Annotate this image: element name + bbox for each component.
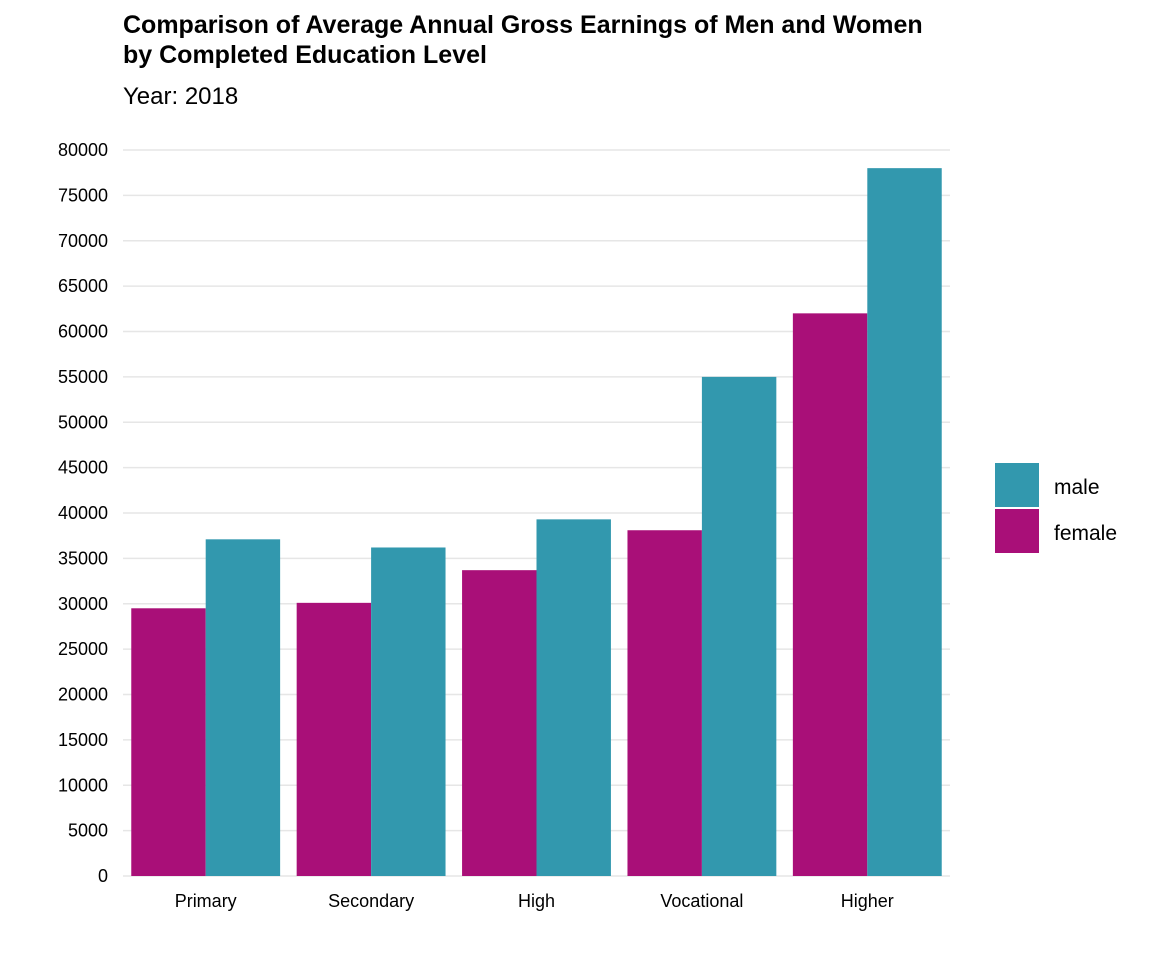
x-tick-label: Primary [175, 891, 237, 911]
bar-male-vocational [701, 376, 777, 876]
bar-male-high [536, 519, 611, 876]
legend-key-male [995, 463, 1039, 507]
bars [131, 168, 942, 877]
y-tick-label: 65000 [58, 276, 108, 296]
legend-label-male: male [1054, 476, 1100, 499]
x-tick-label: High [518, 891, 555, 911]
bar-female-vocational [627, 530, 702, 876]
legend: male female [995, 463, 1117, 553]
y-tick-label: 0 [98, 866, 108, 886]
y-axis-tick-labels: 0 5000 10000 15000 20000 25000 30000 35000 40000… [58, 140, 108, 886]
y-tick-label: 80000 [58, 140, 108, 160]
y-tick-label: 15000 [58, 730, 108, 750]
y-tick-label: 20000 [58, 685, 108, 705]
y-tick-label: 50000 [58, 412, 108, 432]
y-tick-label: 40000 [58, 503, 108, 523]
y-tick-label: 35000 [58, 548, 108, 568]
y-tick-label: 25000 [58, 639, 108, 659]
x-tick-label: Secondary [328, 891, 414, 911]
chart-title: Comparison of Average Annual Gross Earni… [123, 10, 1083, 70]
chart-title-line-2: by Completed Education Level [123, 41, 487, 69]
y-tick-label: 60000 [58, 322, 108, 342]
x-tick-label: Vocational [660, 891, 743, 911]
y-tick-label: 10000 [58, 775, 108, 795]
x-axis-tick-labels: Primary Secondary High Vocational Higher [175, 891, 894, 911]
bar-female-secondary [296, 602, 372, 876]
y-tick-label: 75000 [58, 185, 108, 205]
legend-key-female [995, 509, 1039, 553]
y-tick-label: 5000 [68, 821, 108, 841]
bar-male-primary [205, 539, 281, 876]
y-tick-label: 30000 [58, 594, 108, 614]
chart-subtitle: Year: 2018 [123, 83, 239, 110]
bar-male-higher [867, 168, 942, 876]
y-tick-label: 70000 [58, 231, 108, 251]
x-tick-label: Higher [841, 891, 894, 911]
bar-female-high [462, 570, 537, 876]
y-tick-label: 55000 [58, 367, 108, 387]
chart-title-line-1: Comparison of Average Annual Gross Earni… [123, 11, 923, 39]
y-tick-label: 45000 [58, 458, 108, 478]
bar-female-primary [131, 608, 206, 876]
bar-male-secondary [371, 547, 446, 876]
legend-label-female: female [1054, 522, 1117, 545]
bar-female-higher [792, 313, 868, 877]
